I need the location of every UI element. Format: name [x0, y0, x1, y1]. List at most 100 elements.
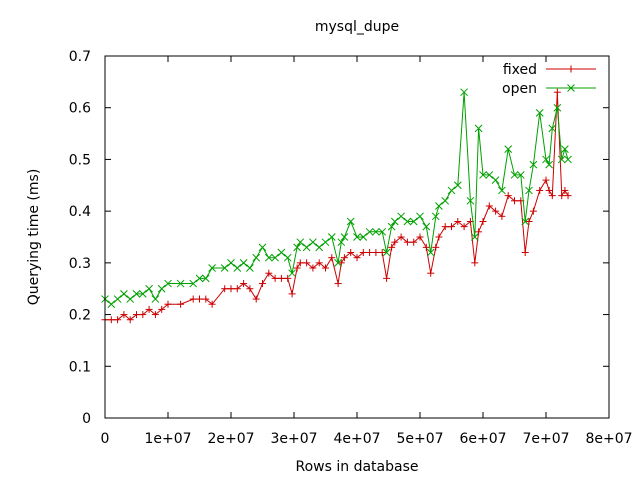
data-point-fixed	[303, 259, 311, 267]
data-point-open	[264, 253, 273, 262]
marker-stroke-d2	[561, 145, 569, 153]
data-point-open	[510, 171, 519, 179]
marker-stroke-d2	[441, 196, 450, 205]
data-point-fixed	[120, 311, 128, 319]
data-point-fixed	[328, 254, 336, 262]
data-point-open	[233, 264, 242, 272]
data-point-open	[271, 253, 279, 262]
marker-stroke-d2	[264, 253, 273, 262]
y-tick-label: 0.7	[69, 49, 91, 65]
marker-stroke-d2	[258, 243, 267, 252]
marker-stroke-d2	[201, 274, 210, 283]
marker-stroke-d2	[504, 145, 513, 153]
data-point-open	[474, 124, 483, 133]
marker-stroke-d2	[239, 259, 248, 267]
data-point-fixed	[561, 186, 569, 194]
data-point-fixed	[322, 264, 329, 272]
data-point-fixed	[265, 269, 273, 277]
marker-stroke-d2	[334, 259, 342, 267]
data-point-fixed	[432, 243, 440, 251]
data-point-open	[288, 269, 296, 278]
data-point-fixed	[388, 243, 396, 251]
data-point-fixed	[460, 223, 468, 231]
data-point-open	[201, 274, 210, 283]
marker-stroke-d2	[372, 227, 380, 236]
data-point-open	[553, 103, 562, 112]
data-point-open	[296, 238, 305, 247]
data-point-fixed	[564, 192, 572, 200]
data-point-open	[252, 253, 261, 262]
marker-stroke-d2	[233, 264, 242, 272]
data-point-fixed	[277, 274, 285, 282]
marker-stroke-d2	[474, 124, 483, 133]
marker-stroke-d2	[208, 264, 216, 272]
marker-stroke-d2	[293, 243, 302, 252]
data-point-open	[397, 212, 405, 221]
marker-stroke-d2	[283, 253, 292, 262]
marker-stroke-d2	[252, 253, 261, 262]
data-point-open	[220, 264, 229, 272]
marker-stroke-d2	[288, 269, 296, 278]
data-point-open	[138, 290, 147, 298]
data-point-fixed	[378, 249, 386, 257]
data-point-open	[113, 295, 122, 303]
x-tick-label: 0	[101, 431, 110, 447]
data-point-fixed	[511, 197, 518, 205]
data-point-fixed	[107, 316, 115, 324]
y-tick-label: 0.2	[69, 308, 91, 324]
marker-stroke-d2	[315, 243, 324, 252]
data-point-open	[227, 259, 235, 267]
marker-stroke-d2	[529, 160, 538, 169]
chart-title: mysql_dupe	[315, 19, 399, 35]
y-tick-label: 0.6	[69, 101, 91, 117]
data-point-open	[309, 238, 317, 247]
data-point-fixed	[359, 249, 367, 257]
data-point-fixed	[525, 217, 533, 225]
x-tick-label: 2e+07	[207, 431, 254, 447]
marker-stroke-d2	[176, 279, 185, 288]
data-point-fixed	[296, 259, 304, 267]
marker-stroke-d2	[382, 248, 391, 257]
data-point-open	[426, 248, 435, 257]
marker-stroke-d2	[409, 217, 418, 226]
data-point-open	[479, 171, 487, 179]
marker-stroke-d2	[542, 155, 550, 164]
data-point-open	[390, 217, 399, 226]
legend-entry-fixed: fixed	[503, 62, 596, 78]
data-point-open	[460, 88, 468, 97]
marker-stroke-d2	[132, 290, 141, 298]
legend-label-fixed: fixed	[503, 62, 537, 78]
data-point-open	[542, 155, 550, 164]
marker-stroke-d2	[359, 233, 368, 241]
data-point-fixed	[114, 316, 122, 324]
marker-stroke-d2	[491, 176, 500, 184]
data-point-fixed	[227, 285, 235, 293]
marker-stroke-d2	[189, 279, 198, 288]
data-point-open	[504, 145, 513, 153]
marker-stroke-d2	[431, 212, 440, 221]
series-line-fixed	[105, 92, 569, 321]
data-point-open	[557, 155, 566, 164]
marker-stroke-d2	[510, 171, 519, 179]
data-point-fixed	[383, 274, 391, 282]
data-point-open	[365, 227, 374, 236]
marker-stroke-d2	[327, 233, 336, 241]
data-point-open	[485, 171, 494, 179]
legend-marker-open	[567, 84, 575, 92]
y-tick-label: 0.3	[69, 256, 91, 272]
data-point-open	[359, 233, 368, 241]
marker-stroke-d2	[157, 284, 166, 293]
marker-stroke-d2	[340, 233, 349, 241]
legend-marker-point	[567, 65, 575, 73]
data-point-fixed	[391, 238, 399, 246]
data-point-open	[564, 155, 572, 164]
legend: fixed open	[502, 62, 596, 97]
x-axis-label: Rows in database	[296, 459, 419, 475]
data-point-fixed	[441, 223, 449, 231]
marker-stroke-d2	[397, 212, 405, 221]
marker-stroke-d2	[321, 238, 330, 247]
data-point-open	[208, 264, 216, 272]
marker-stroke-d2	[138, 290, 147, 298]
data-point-open	[327, 233, 336, 241]
